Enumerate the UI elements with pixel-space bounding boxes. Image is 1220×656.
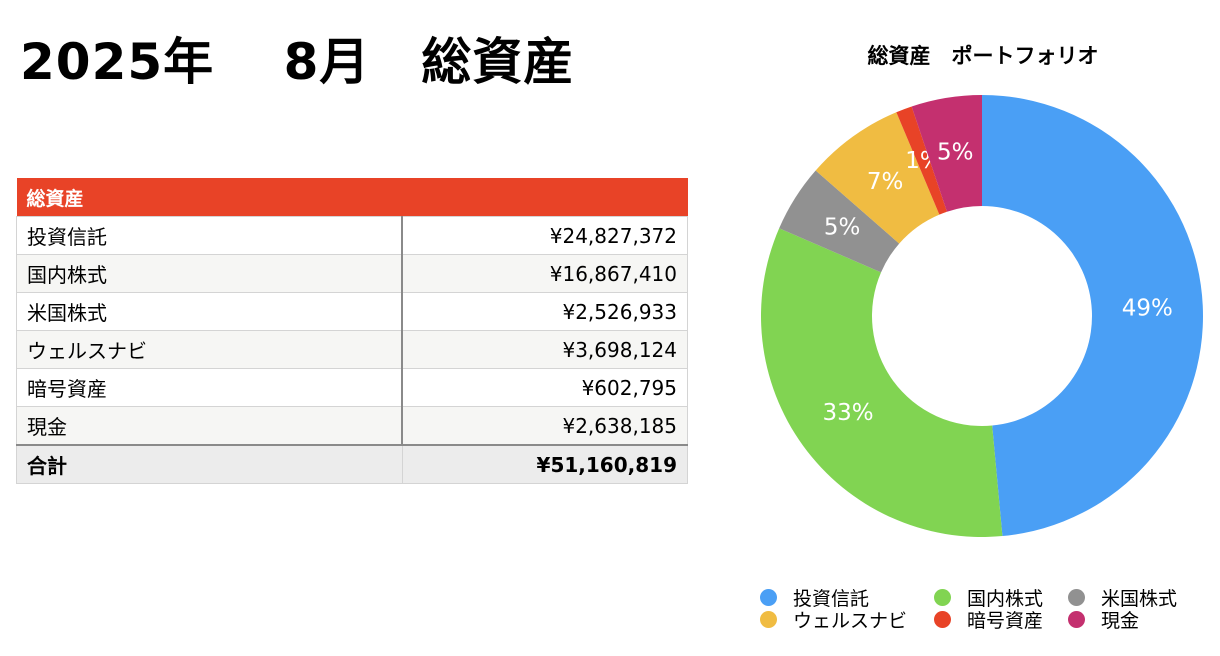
asset-value-cell: ¥2,526,933 [401,292,688,331]
legend-item: 投資信託 [760,586,934,610]
pie-slice [896,106,947,215]
pie-slice [761,228,1003,537]
legend-swatch [934,588,951,606]
legend-label: 米国株式 [1101,587,1178,610]
table-row: 現金 ¥2,638,185 [16,406,688,446]
asset-name-cell: 暗号資産 [16,368,403,407]
legend-label: 投資信託 [793,587,870,610]
legend-swatch [760,610,777,628]
asset-value-cell: ¥602,795 [401,368,688,407]
legend-item: 暗号資産 [934,608,1068,632]
legend-swatch [1068,588,1085,606]
slice-label: 7% [867,169,904,195]
asset-value-cell: ¥16,867,410 [401,254,688,293]
pie-slice [779,170,900,273]
table-body: 投資信託 ¥24,827,372 国内株式 ¥16,867,410 米国株式 ¥2,526… [16,216,688,484]
legend-label: 国内株式 [967,587,1044,610]
asset-name-cell: ウェルスナビ [16,330,403,369]
table-row: 国内株式 ¥16,867,410 [16,254,688,293]
asset-name-cell: 米国株式 [16,292,403,331]
table-total-row: 合計 ¥51,160,819 [16,444,688,484]
total-label-cell: 合計 [16,444,403,484]
legend-item: 現金 [1068,608,1200,632]
chart-legend: 投資信託 国内株式 米国株式ウェルスナビ 暗号資産 現金 [760,586,1200,632]
total-value-cell: ¥51,160,819 [401,444,688,484]
asset-name-cell: 国内株式 [16,254,403,293]
legend-swatch [934,610,951,628]
slice-label: 33% [822,400,873,426]
table-header: 総資産 [16,178,688,217]
table-row: 米国株式 ¥2,526,933 [16,292,688,331]
legend-label: 現金 [1101,609,1140,632]
legend-label: 暗号資産 [967,609,1044,632]
page-title: 2025年 8月 総資産 [20,33,575,91]
asset-name-cell: 投資信託 [16,216,403,255]
slice-label: 5% [937,140,974,166]
asset-value-cell: ¥2,638,185 [401,406,688,446]
pie-slice [815,112,940,244]
pie-slice [911,95,982,212]
legend-label: ウェルスナビ [793,609,908,632]
asset-value-cell: ¥3,698,124 [401,330,688,369]
table-header-row: 総資産 [16,178,688,217]
legend-item: ウェルスナビ [760,608,934,632]
pie-slice [982,95,1203,537]
asset-table: 総資産 投資信託 ¥24,827,372 国内株式 ¥16,867,410 米国株式 ¥2… [16,178,688,484]
table-row: 暗号資産 ¥602,795 [16,368,688,407]
legend-swatch [1068,610,1085,628]
table-row: ウェルスナビ ¥3,698,124 [16,330,688,369]
legend-swatch [760,588,777,606]
legend-item: 国内株式 [934,586,1068,610]
chart-title: 総資産 ポートフォリオ [867,44,1099,68]
legend-item: 米国株式 [1068,586,1200,610]
slice-label: 49% [1122,295,1173,321]
slice-label: 5% [824,215,861,241]
